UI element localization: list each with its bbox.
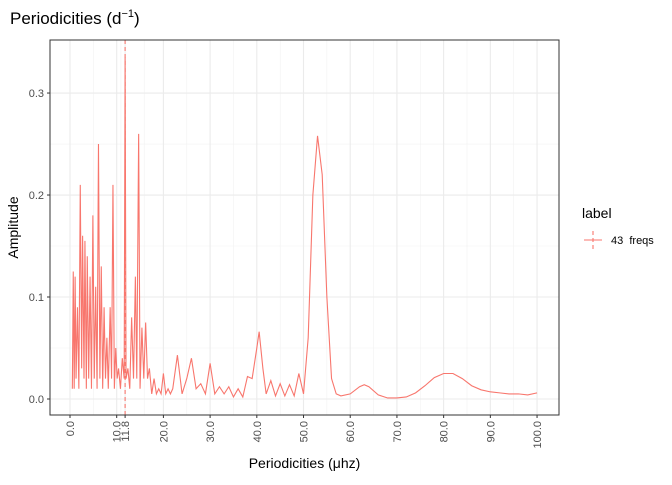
- x-tick-label: 30.0: [205, 421, 217, 442]
- x-tick-label: 40.0: [252, 421, 264, 442]
- legend-title: label: [582, 205, 612, 221]
- x-tick-label: 60.0: [345, 421, 357, 442]
- x-tick-label: 10.0: [112, 421, 124, 442]
- x-tick-label: 80.0: [439, 421, 451, 442]
- y-tick-label: 0.3: [29, 88, 44, 100]
- x-tick-label: 100.0: [532, 421, 544, 449]
- chart-title: Periodicities (d−1): [10, 8, 140, 28]
- legend-label: 43 freqs: [611, 235, 654, 247]
- x-tick-label: 11.8: [120, 421, 132, 442]
- x-tick-label: 70.0: [392, 421, 404, 442]
- x-tick-label: 90.0: [485, 421, 497, 442]
- x-axis-title: Periodicities (μhz): [249, 455, 361, 471]
- title-suffix: ): [134, 9, 140, 28]
- y-tick-label: 0.2: [29, 190, 44, 202]
- line: [71, 57, 538, 399]
- y-axis-title: Amplitude: [5, 196, 21, 258]
- panel-border: [49, 39, 560, 416]
- y-tick-label: 0.1: [29, 292, 44, 304]
- x-tick-label: 20.0: [158, 421, 170, 442]
- title-text: Periodicities (d: [10, 9, 122, 28]
- x-tick-label: 50.0: [299, 421, 311, 442]
- x-tick-label: 0.0: [65, 421, 77, 436]
- title-superscript: −1: [122, 8, 135, 20]
- y-tick-label: 0.0: [29, 394, 44, 406]
